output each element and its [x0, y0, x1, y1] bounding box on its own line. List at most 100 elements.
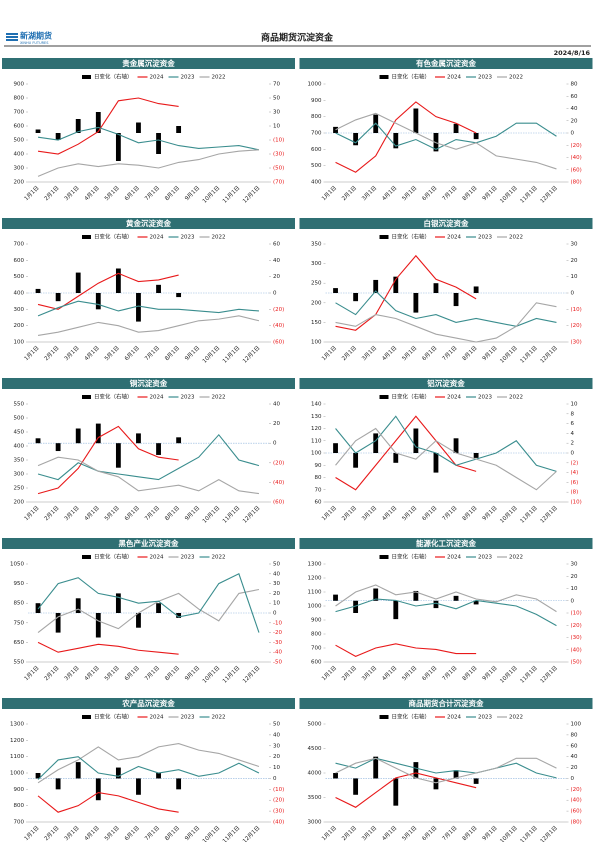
- y2-tick-label: (40): [273, 323, 284, 329]
- y-tick-label: 450: [14, 430, 25, 436]
- y-tick-label: 850: [14, 601, 25, 607]
- legend-label: 2023: [181, 235, 195, 241]
- bar: [35, 603, 41, 613]
- x-tick-label: 2月1日: [43, 185, 61, 203]
- y2-tick-label: (80): [571, 820, 582, 826]
- y-tick-label: 900: [14, 787, 25, 793]
- legend-swatch: [379, 555, 389, 559]
- y2-tick-label: 20: [571, 258, 578, 264]
- legend-label: 日变化（右轴）: [392, 393, 431, 401]
- y2-tick-label: -20: [273, 630, 282, 636]
- x-tick-label: 1月1日: [23, 665, 41, 683]
- x-tick-label: 1月1日: [320, 345, 338, 363]
- chart-title: 有色金属沉淀资金: [416, 58, 476, 68]
- bar: [75, 119, 81, 133]
- y-tick-label: 1000: [308, 82, 322, 88]
- line-series: [335, 415, 477, 491]
- x-tick-label: 7月1日: [143, 505, 161, 523]
- y-tick-label: 550: [14, 402, 25, 408]
- y-tick-label: 1200: [308, 576, 322, 582]
- y-tick-label: 700: [14, 820, 25, 826]
- x-tick-label: 8月1日: [461, 345, 479, 363]
- line-series: [335, 112, 557, 170]
- bar: [373, 756, 379, 779]
- y2-tick-label: (10): [273, 787, 284, 793]
- x-tick-label: 12月1日: [539, 505, 559, 525]
- y-tick-label: 1300: [308, 562, 322, 568]
- line-series: [335, 757, 557, 779]
- y2-tick-label: 0: [571, 451, 575, 457]
- y2-tick-label: (40): [571, 798, 582, 804]
- y2-tick-label: 10: [571, 586, 578, 592]
- y2-tick-label: 10: [273, 765, 280, 771]
- legend-label: 2024: [150, 75, 164, 81]
- bar: [136, 433, 141, 444]
- chart-panel: 有色金属沉淀资金 400 500 600 700 800 900 1000 80 60 40 20 0 (…: [299, 58, 593, 205]
- x-tick-label: 8月1日: [461, 185, 479, 203]
- y2-tick-label: 0: [571, 291, 575, 297]
- x-tick-label: 4月1日: [83, 665, 101, 683]
- bar: [75, 762, 81, 779]
- x-tick-label: 9月1日: [184, 185, 202, 203]
- x-tick-label: 10月1日: [201, 825, 221, 842]
- legend-label: 2023: [181, 555, 195, 561]
- x-tick-label: 5月1日: [401, 825, 419, 842]
- x-tick-label: 1月1日: [23, 825, 41, 842]
- x-tick-label: 4月1日: [83, 825, 101, 842]
- y2-tick-label: (20): [571, 787, 582, 793]
- y-tick-label: 700: [311, 131, 322, 137]
- bar: [393, 276, 399, 293]
- line-series: [37, 456, 260, 495]
- line-series: [335, 415, 557, 472]
- bar: [156, 133, 161, 154]
- x-tick-label: 1月1日: [23, 185, 41, 203]
- y-tick-label: 1000: [10, 771, 24, 777]
- x-tick-label: 7月1日: [143, 185, 161, 203]
- y2-tick-label: 30: [273, 110, 280, 116]
- chart-title: 贵金属沉淀资金: [122, 58, 175, 68]
- y2-tick-label: -40: [273, 650, 282, 656]
- x-tick-label: 9月1日: [481, 505, 499, 523]
- y-tick-label: 130: [311, 414, 322, 420]
- y2-tick-label: (4): [571, 470, 579, 476]
- line-series: [37, 300, 260, 317]
- y-tick-label: 400: [14, 152, 25, 158]
- x-tick-label: 7月1日: [441, 505, 459, 523]
- x-tick-label: 12月1日: [241, 185, 261, 205]
- legend-label: 日变化（右轴）: [94, 713, 133, 721]
- y2-tick-label: 50: [273, 722, 280, 728]
- x-tick-label: 4月1日: [381, 665, 399, 683]
- y2-tick-label: (30): [571, 635, 582, 641]
- x-tick-label: 9月1日: [184, 825, 202, 842]
- legend-label: 2023: [478, 75, 492, 81]
- bar: [333, 126, 338, 133]
- x-tick-label: 5月1日: [103, 665, 121, 683]
- legend-swatch: [82, 555, 91, 559]
- legend-swatch: [82, 395, 91, 399]
- chart-panel: 能源化工沉淀资金 600 700 800 900 1000 1100 1200 1300 30 20…: [299, 538, 593, 685]
- legend-label: 2022: [212, 715, 226, 721]
- legend-label: 2022: [509, 715, 523, 721]
- bar: [55, 133, 61, 140]
- y-tick-label: 200: [311, 300, 322, 306]
- x-tick-label: 2月1日: [340, 825, 358, 842]
- x-tick-label: 8月1日: [163, 505, 181, 523]
- x-tick-label: 10月1日: [201, 345, 221, 365]
- y2-tick-label: 4: [571, 431, 575, 437]
- x-tick-label: 11月1日: [519, 665, 539, 685]
- y-tick-label: 700: [14, 242, 25, 248]
- x-tick-label: 6月1日: [123, 825, 141, 842]
- y-tick-label: 80: [315, 475, 322, 481]
- y2-tick-label: 80: [571, 732, 578, 738]
- y-tick-label: 250: [14, 486, 25, 492]
- x-tick-label: 6月1日: [421, 665, 439, 683]
- y-tick-label: 1300: [10, 722, 24, 728]
- x-tick-label: 8月1日: [461, 825, 479, 842]
- x-tick-label: 11月1日: [519, 345, 539, 365]
- y2-tick-label: 40: [571, 106, 578, 112]
- y-tick-label: 3500: [308, 795, 322, 801]
- chart-title: 商品期货合计沉淀资金: [409, 698, 484, 708]
- legend-label: 2024: [150, 555, 164, 561]
